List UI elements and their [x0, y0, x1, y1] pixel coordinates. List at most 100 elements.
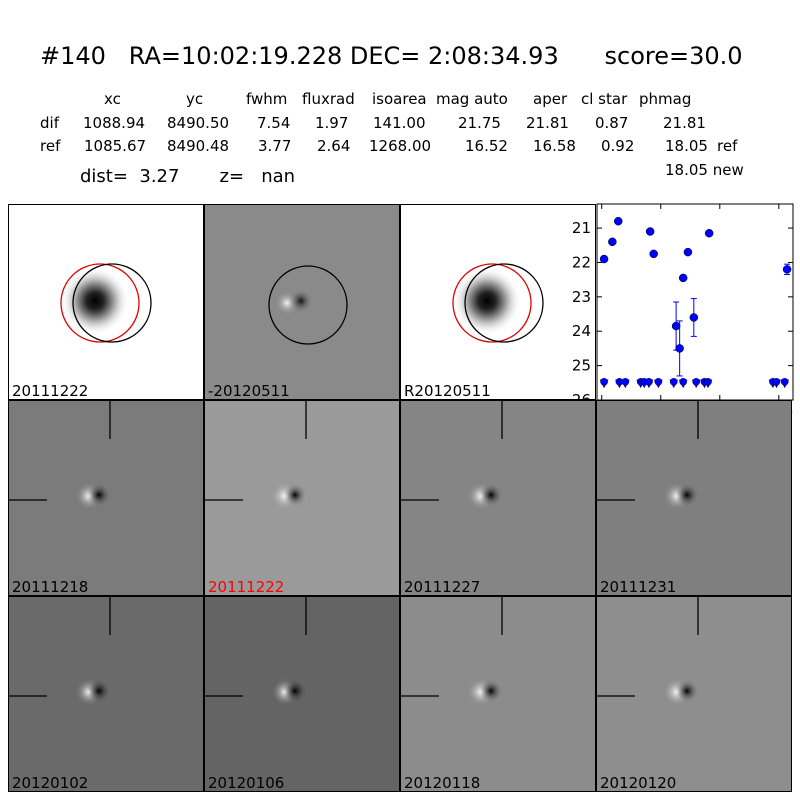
panel-label: 20111218	[12, 578, 89, 596]
column-header: cl star	[581, 90, 628, 108]
cell: 1.97	[315, 114, 349, 132]
panel-label: 20111222	[12, 382, 89, 400]
cutout-image	[205, 401, 399, 595]
panel-label: 20111231	[600, 578, 677, 596]
data-point	[599, 254, 609, 264]
cell: 141.00	[373, 114, 426, 132]
upper-limit-point	[600, 378, 608, 386]
column-header: phmag	[639, 90, 692, 108]
column-header: fwhm	[246, 90, 288, 108]
data-point	[649, 249, 658, 259]
cell: 8490.48	[167, 137, 230, 155]
cutout-image	[205, 597, 399, 791]
cutout-image	[401, 597, 595, 791]
panel-label: 20111222	[208, 578, 285, 596]
black-circle	[464, 263, 544, 343]
thumbnail-image	[205, 205, 399, 399]
upper-limit-point	[669, 378, 678, 386]
cell: 2.64	[317, 137, 351, 155]
data-point	[675, 344, 684, 353]
upper-limit-point	[772, 378, 781, 386]
data-point	[782, 265, 792, 274]
black-circle	[268, 265, 348, 345]
cell: 1088.94	[83, 114, 146, 132]
column-header: xc	[104, 90, 121, 108]
cell: 18.05	[665, 137, 708, 155]
thumbnail-panel: 20111222	[8, 204, 204, 400]
distance-redshift-line: dist= 3.27 z= nan	[80, 166, 296, 187]
data-point	[645, 227, 655, 236]
row-label: dif	[40, 114, 59, 132]
thumbnail-image	[401, 205, 595, 399]
data-point	[683, 247, 693, 257]
cell: 0.87	[595, 114, 629, 132]
red-circle	[60, 263, 140, 343]
cell: 1085.67	[84, 137, 147, 155]
column-header: fluxrad	[302, 90, 355, 108]
page-title: #140 RA=10:02:19.228 DEC= 2:08:34.93 sco…	[40, 42, 743, 70]
cutout-image	[401, 401, 595, 595]
black-circle	[72, 263, 152, 343]
cutout-panel: 20111218	[8, 400, 204, 596]
cell: 21.81	[663, 114, 706, 132]
cutout-panel: 20111227	[400, 400, 596, 596]
cell: 1268.00	[369, 137, 432, 155]
cell: 0.92	[601, 137, 635, 155]
y-tick-label: 23	[572, 288, 591, 306]
cutout-panel: 20120106	[204, 596, 400, 792]
column-header: isoarea	[372, 90, 427, 108]
thumbnail-panel: -20120511	[204, 204, 400, 400]
cutout-panel: 20120118	[400, 596, 596, 792]
panel-label: R20120511	[404, 382, 491, 400]
cell: 21.75	[458, 114, 501, 132]
y-tick-label: 24	[572, 322, 591, 340]
cell: 3.77	[258, 137, 292, 155]
data-point	[614, 216, 623, 226]
upper-limit-point	[692, 378, 700, 386]
upper-limit-point	[645, 378, 653, 386]
data-point	[678, 273, 688, 283]
y-tick-label: 25	[572, 357, 591, 375]
upper-limit-point	[780, 378, 789, 386]
thumbnail-panel: R20120511	[400, 204, 596, 400]
data-point	[704, 228, 714, 238]
y-tick-label: 21	[572, 219, 591, 237]
row-label: ref	[40, 137, 61, 155]
data-point	[608, 237, 617, 247]
upper-limit-point	[704, 378, 712, 386]
cutout-image	[597, 401, 791, 595]
plot-frame	[596, 203, 794, 401]
cell: 7.54	[257, 114, 291, 132]
cell: 16.58	[533, 137, 576, 155]
cutout-panel: 20111222	[204, 400, 400, 596]
cell: 8490.50	[167, 114, 230, 132]
data-point	[689, 313, 699, 322]
thumbnail-image	[9, 205, 203, 399]
cutout-image	[9, 401, 203, 595]
panel-label: 20120120	[600, 774, 677, 792]
cutout-image	[9, 597, 203, 791]
panel-label: 20111227	[404, 578, 481, 596]
column-header: yc	[186, 90, 204, 108]
cutout-panel: 20111231	[596, 400, 792, 596]
panel-label: 20120106	[208, 774, 285, 792]
column-header: mag auto	[436, 90, 508, 108]
upper-limit-point	[621, 378, 630, 386]
panel-label: 20120102	[12, 774, 89, 792]
data-point	[671, 321, 681, 331]
phmag-new: 18.05 new	[665, 161, 744, 179]
upper-limit-point	[679, 378, 687, 386]
red-circle	[452, 263, 532, 343]
cell-suffix: ref	[717, 137, 738, 155]
cutout-panel: 20120120	[596, 596, 792, 792]
y-tick-label: 22	[572, 253, 591, 271]
panel-label: -20120511	[208, 382, 290, 400]
column-header: aper	[533, 90, 568, 108]
cell: 21.81	[526, 114, 569, 132]
cutout-image	[597, 597, 791, 791]
panel-label: 20120118	[404, 774, 481, 792]
cutout-panel: 20120102	[8, 596, 204, 792]
cell: 16.52	[465, 137, 508, 155]
upper-limit-point	[654, 378, 663, 386]
light-curve-chart: 212223242526050100150	[572, 203, 794, 421]
